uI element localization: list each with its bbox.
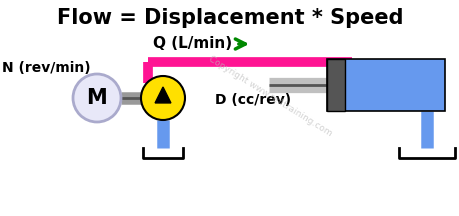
Bar (326, 59, 344, 111)
Text: N (rev/min): N (rev/min) (2, 61, 90, 75)
Text: Copyright www.re4training.com: Copyright www.re4training.com (206, 54, 333, 138)
Bar (326, 59, 444, 111)
Circle shape (141, 76, 185, 120)
Text: Q (L/min): Q (L/min) (153, 37, 232, 51)
Polygon shape (155, 87, 171, 103)
Text: M: M (86, 88, 107, 108)
Text: Flow = Displacement * Speed: Flow = Displacement * Speed (56, 8, 403, 28)
Circle shape (73, 74, 121, 122)
Text: D (cc/rev): D (cc/rev) (214, 93, 291, 107)
